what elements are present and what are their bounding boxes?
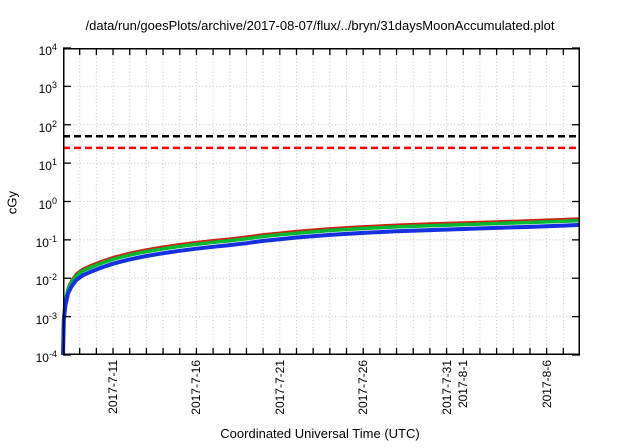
y-tick-label: 104 — [38, 42, 57, 58]
plot-area — [61, 47, 581, 356]
y-tick-label: 10-2 — [35, 272, 57, 289]
y-tick-label: 103 — [38, 80, 57, 97]
y-axis-label: cGy — [4, 190, 20, 215]
y-tick-label: 101 — [38, 157, 57, 174]
y-tick-label: 10-3 — [35, 310, 57, 327]
red-accumulated-dose-curve — [62, 217, 581, 349]
y-tick-label: 10-4 — [35, 349, 57, 365]
y-tick-label: 100 — [38, 195, 57, 212]
green-accumulated-dose-curve — [61, 218, 581, 351]
blue-accumulated-dose-curve — [61, 222, 581, 356]
plot-border — [63, 48, 580, 355]
x-axis-label: Coordinated Universal Time (UTC) — [220, 426, 420, 441]
page-title: /data/run/goesPlots/archive/2017-08-07/f… — [85, 18, 555, 33]
y-tick-label: 102 — [38, 118, 57, 135]
y-tick-label: 10-1 — [35, 233, 57, 250]
chart-canvas — [61, 47, 581, 356]
